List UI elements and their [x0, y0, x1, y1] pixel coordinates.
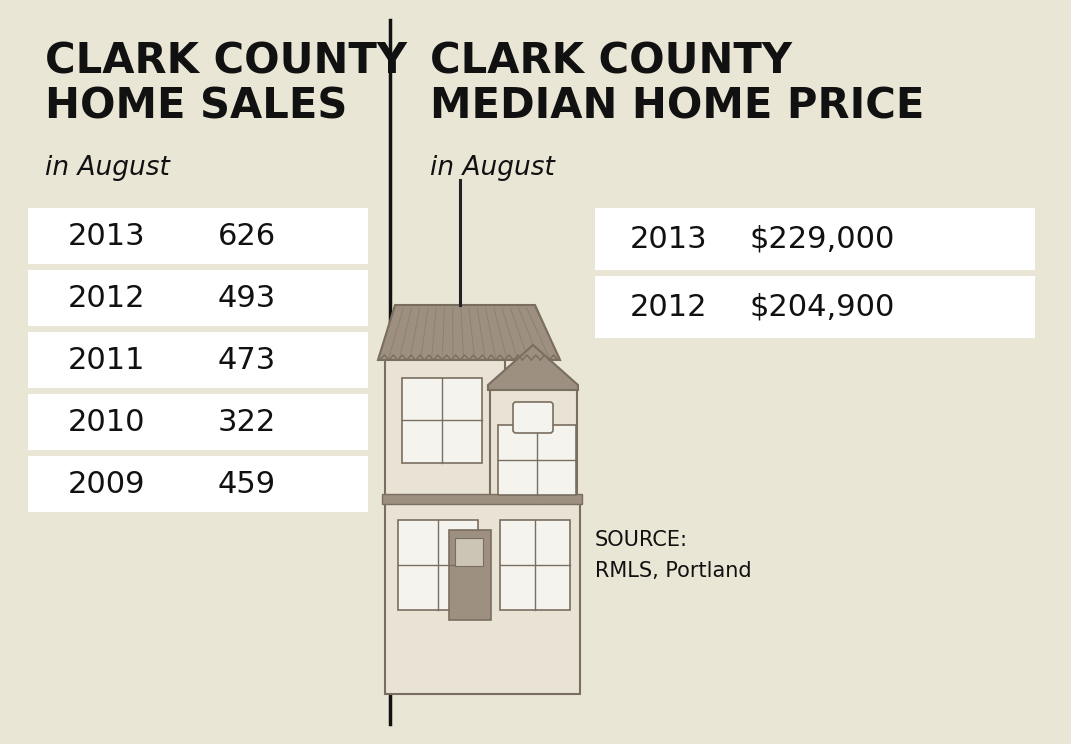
FancyBboxPatch shape — [28, 208, 368, 264]
FancyBboxPatch shape — [28, 332, 368, 388]
FancyBboxPatch shape — [384, 502, 580, 694]
Text: 2010: 2010 — [67, 408, 146, 437]
Text: 2012: 2012 — [67, 283, 146, 312]
Text: MEDIAN HOME PRICE: MEDIAN HOME PRICE — [429, 85, 924, 127]
FancyBboxPatch shape — [28, 394, 368, 450]
FancyBboxPatch shape — [491, 388, 577, 498]
Text: 473: 473 — [218, 345, 276, 374]
FancyBboxPatch shape — [384, 358, 506, 498]
FancyBboxPatch shape — [402, 378, 482, 463]
Text: in August: in August — [45, 155, 170, 181]
FancyBboxPatch shape — [595, 276, 1035, 338]
FancyBboxPatch shape — [455, 538, 483, 566]
Text: 493: 493 — [218, 283, 276, 312]
Polygon shape — [378, 305, 560, 360]
FancyBboxPatch shape — [28, 270, 368, 326]
Text: CLARK COUNTY: CLARK COUNTY — [45, 40, 407, 82]
Text: 2009: 2009 — [67, 469, 146, 498]
Text: $229,000: $229,000 — [750, 225, 895, 254]
Text: 2013: 2013 — [630, 225, 708, 254]
Text: $204,900: $204,900 — [750, 292, 895, 321]
Text: 2012: 2012 — [630, 292, 708, 321]
Polygon shape — [488, 345, 578, 390]
Text: in August: in August — [429, 155, 555, 181]
FancyBboxPatch shape — [449, 530, 491, 620]
FancyBboxPatch shape — [498, 425, 576, 495]
FancyBboxPatch shape — [398, 520, 478, 610]
FancyBboxPatch shape — [595, 208, 1035, 270]
Text: 2011: 2011 — [67, 345, 146, 374]
Text: SOURCE:
RMLS, Portland: SOURCE: RMLS, Portland — [595, 530, 752, 581]
FancyBboxPatch shape — [513, 402, 553, 433]
Text: 2013: 2013 — [67, 222, 146, 251]
FancyBboxPatch shape — [382, 494, 582, 504]
Text: 322: 322 — [218, 408, 276, 437]
FancyBboxPatch shape — [28, 456, 368, 512]
Text: 626: 626 — [218, 222, 276, 251]
Text: 459: 459 — [218, 469, 276, 498]
Text: CLARK COUNTY: CLARK COUNTY — [429, 40, 791, 82]
FancyBboxPatch shape — [500, 520, 570, 610]
Text: HOME SALES: HOME SALES — [45, 85, 347, 127]
